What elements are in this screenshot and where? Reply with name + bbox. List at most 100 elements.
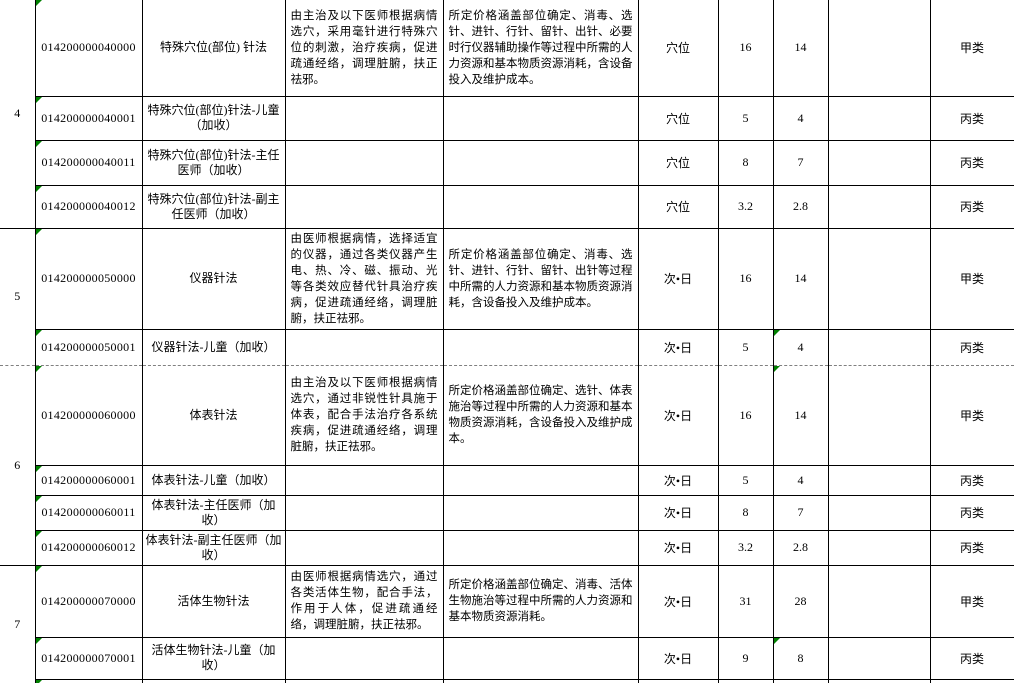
- blank-cell[interactable]: [828, 679, 930, 683]
- price-note-cell[interactable]: [443, 329, 638, 365]
- price-2-cell[interactable]: 14: [773, 365, 828, 465]
- price-2-cell[interactable]: 4: [773, 329, 828, 365]
- price-note-cell[interactable]: [443, 185, 638, 228]
- description-cell[interactable]: [285, 140, 443, 185]
- description-cell[interactable]: 由医师根据病情选穴，通过各类活体生物，配合手法，作用于人体，促进疏通经络，调理脏…: [285, 565, 443, 637]
- code-cell[interactable]: 014200000040000: [35, 0, 142, 96]
- group-number-cell[interactable]: 4: [0, 0, 35, 228]
- blank-cell[interactable]: [828, 565, 930, 637]
- category-cell[interactable]: 甲类: [930, 365, 1014, 465]
- price-2-cell[interactable]: 14: [773, 228, 828, 329]
- item-name-cell[interactable]: 仪器针法: [142, 228, 285, 329]
- blank-cell[interactable]: [828, 185, 930, 228]
- item-name-cell[interactable]: 体表针法-主任医师（加收）: [142, 495, 285, 530]
- code-cell[interactable]: 014200000060011: [35, 495, 142, 530]
- description-cell[interactable]: [285, 185, 443, 228]
- category-cell[interactable]: 丙类: [930, 96, 1014, 140]
- description-cell[interactable]: 由医师根据病情，选择适宜的仪器，通过各类仪器产生电、热、冷、磁、振动、光等各类效…: [285, 228, 443, 329]
- unit-cell[interactable]: 穴位: [638, 140, 718, 185]
- code-cell[interactable]: 014200000050000: [35, 228, 142, 329]
- price-2-cell[interactable]: 2.8: [773, 530, 828, 565]
- unit-cell[interactable]: 次•日: [638, 495, 718, 530]
- price-2-cell[interactable]: 8: [773, 637, 828, 679]
- price-1-cell[interactable]: 5: [718, 96, 773, 140]
- item-name-cell[interactable]: 体表针法: [142, 365, 285, 465]
- description-cell[interactable]: [285, 329, 443, 365]
- price-2-cell[interactable]: 7: [773, 495, 828, 530]
- description-cell[interactable]: 由主治及以下医师根据病情选穴，采用毫针进行特殊穴位的刺激，治疗疾病，促进疏通经络…: [285, 0, 443, 96]
- price-2-cell[interactable]: 7: [773, 140, 828, 185]
- code-cell[interactable]: 014200000060000: [35, 365, 142, 465]
- price-1-cell[interactable]: 16: [718, 365, 773, 465]
- price-2-cell[interactable]: 28: [773, 565, 828, 637]
- price-1-cell[interactable]: 3.2: [718, 185, 773, 228]
- category-cell[interactable]: 丙类: [930, 465, 1014, 495]
- item-name-cell[interactable]: 活体生物针法: [142, 565, 285, 637]
- price-1-cell[interactable]: 8: [718, 140, 773, 185]
- unit-cell[interactable]: 穴位: [638, 0, 718, 96]
- category-cell[interactable]: 甲类: [930, 565, 1014, 637]
- code-cell[interactable]: 014200000060001: [35, 465, 142, 495]
- code-cell[interactable]: 014200000050001: [35, 329, 142, 365]
- price-note-cell[interactable]: [443, 679, 638, 683]
- price-note-cell[interactable]: 所定价格涵盖部位确定、消毒、活体生物施治等过程中所需的人力资源和基本物质资源消耗…: [443, 565, 638, 637]
- price-1-cell[interactable]: [718, 679, 773, 683]
- unit-cell[interactable]: 次•日: [638, 365, 718, 465]
- price-1-cell[interactable]: 5: [718, 329, 773, 365]
- description-cell[interactable]: [285, 679, 443, 683]
- description-cell[interactable]: [285, 637, 443, 679]
- price-2-cell[interactable]: 14: [773, 0, 828, 96]
- category-cell[interactable]: 丙类: [930, 185, 1014, 228]
- price-1-cell[interactable]: 16: [718, 228, 773, 329]
- price-note-cell[interactable]: [443, 96, 638, 140]
- price-note-cell[interactable]: [443, 495, 638, 530]
- blank-cell[interactable]: [828, 96, 930, 140]
- category-cell[interactable]: 丙类: [930, 530, 1014, 565]
- description-cell[interactable]: [285, 495, 443, 530]
- blank-cell[interactable]: [828, 465, 930, 495]
- description-cell[interactable]: [285, 96, 443, 140]
- blank-cell[interactable]: [828, 329, 930, 365]
- category-cell[interactable]: 丙类: [930, 495, 1014, 530]
- price-note-cell[interactable]: [443, 465, 638, 495]
- group-number-cell[interactable]: 6: [0, 365, 35, 565]
- blank-cell[interactable]: [828, 365, 930, 465]
- item-name-cell[interactable]: 活体生物针法-儿童（加收）: [142, 637, 285, 679]
- item-name-cell[interactable]: 特殊穴位(部位) 针法: [142, 0, 285, 96]
- unit-cell[interactable]: 次•日: [638, 465, 718, 495]
- price-2-cell[interactable]: 4: [773, 96, 828, 140]
- category-cell[interactable]: 丙类: [930, 140, 1014, 185]
- blank-cell[interactable]: [828, 637, 930, 679]
- price-note-cell[interactable]: [443, 637, 638, 679]
- price-1-cell[interactable]: 16: [718, 0, 773, 96]
- price-1-cell[interactable]: 9: [718, 637, 773, 679]
- price-1-cell[interactable]: 5: [718, 465, 773, 495]
- item-name-cell[interactable]: 特殊穴位(部位)针法-副主任医师（加收）: [142, 185, 285, 228]
- code-cell[interactable]: 014200000070000: [35, 565, 142, 637]
- group-number-cell[interactable]: 7: [0, 565, 35, 683]
- category-cell[interactable]: 甲类: [930, 228, 1014, 329]
- price-1-cell[interactable]: 3.2: [718, 530, 773, 565]
- group-number-cell[interactable]: 5: [0, 228, 35, 365]
- description-cell[interactable]: [285, 530, 443, 565]
- code-cell[interactable]: 014200000060012: [35, 530, 142, 565]
- blank-cell[interactable]: [828, 140, 930, 185]
- code-cell[interactable]: 014200000070001: [35, 637, 142, 679]
- unit-cell[interactable]: 次•日: [638, 530, 718, 565]
- price-note-cell[interactable]: 所定价格涵盖部位确定、选针、体表施治等过程中所需的人力资源和基本物质资源消耗，含…: [443, 365, 638, 465]
- item-name-cell[interactable]: 体表针法-副主任医师（加收）: [142, 530, 285, 565]
- unit-cell[interactable]: 次•日: [638, 565, 718, 637]
- price-note-cell[interactable]: [443, 140, 638, 185]
- price-2-cell[interactable]: 2.8: [773, 185, 828, 228]
- code-cell[interactable]: 014200000040001: [35, 96, 142, 140]
- description-cell[interactable]: [285, 465, 443, 495]
- category-cell[interactable]: 丙类: [930, 329, 1014, 365]
- unit-cell[interactable]: 次•日: [638, 228, 718, 329]
- unit-cell[interactable]: 穴位: [638, 185, 718, 228]
- item-name-cell[interactable]: 仪器针法-儿童（加收）: [142, 329, 285, 365]
- code-cell[interactable]: [35, 679, 142, 683]
- description-cell[interactable]: 由主治及以下医师根据病情选穴，通过非锐性针具施于体表，配合手法治疗各系统疾病，促…: [285, 365, 443, 465]
- unit-cell[interactable]: 次•日: [638, 329, 718, 365]
- price-2-cell[interactable]: [773, 679, 828, 683]
- code-cell[interactable]: 014200000040011: [35, 140, 142, 185]
